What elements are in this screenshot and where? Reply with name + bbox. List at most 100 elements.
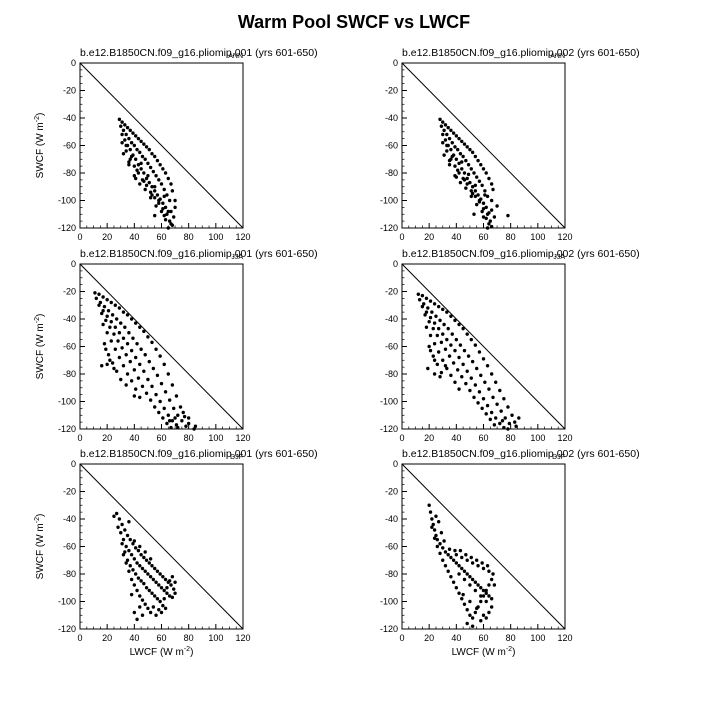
data-point <box>135 561 139 565</box>
x-tick-label: 100 <box>208 633 223 643</box>
data-point <box>147 359 151 364</box>
data-point <box>443 138 448 142</box>
y-tick-label: -100 <box>58 397 76 407</box>
data-point <box>146 174 150 178</box>
data-point <box>457 355 461 360</box>
x-axis-label: LWCF (W m-2) <box>130 646 194 658</box>
data-point <box>428 299 433 303</box>
data-point <box>434 533 438 538</box>
data-point <box>136 163 141 167</box>
data-point <box>431 354 435 358</box>
data-point <box>430 517 434 521</box>
data-point <box>166 209 170 214</box>
data-point <box>428 348 433 353</box>
x-tick-label: 60 <box>156 232 166 242</box>
data-point <box>428 315 433 320</box>
data-point <box>128 128 132 133</box>
data-point <box>472 171 476 175</box>
data-point <box>167 198 172 203</box>
data-point <box>148 165 153 170</box>
data-point <box>454 175 459 179</box>
data-point <box>119 124 123 128</box>
data-point <box>446 553 450 557</box>
data-point <box>135 617 139 622</box>
data-point <box>162 597 166 601</box>
data-point <box>469 376 473 380</box>
data-point <box>483 189 487 193</box>
data-point <box>163 577 168 582</box>
data-point <box>480 209 484 214</box>
data-point <box>480 406 484 411</box>
y-tick-label: -40 <box>385 514 398 524</box>
data-point <box>127 136 131 141</box>
data-point <box>420 293 425 298</box>
y-tick-label: -80 <box>385 168 398 178</box>
data-point <box>106 353 111 357</box>
data-point <box>112 514 116 518</box>
data-point <box>488 219 492 223</box>
data-point <box>170 595 175 600</box>
data-point <box>487 569 491 573</box>
panel-subtitle: b.e12.B1850CN.f09_g16.pliomip.001 (yrs 6… <box>80 47 318 59</box>
data-point <box>465 145 469 149</box>
data-point <box>173 205 177 210</box>
data-point <box>124 132 128 137</box>
data-point <box>441 307 445 312</box>
data-point <box>491 187 495 192</box>
data-point <box>492 215 497 219</box>
data-point <box>148 196 153 200</box>
data-point <box>432 358 437 362</box>
data-point <box>443 123 448 127</box>
data-point <box>178 405 183 409</box>
data-point <box>148 610 153 615</box>
data-point <box>105 314 109 318</box>
x-tick-label: 80 <box>506 433 516 443</box>
data-point <box>473 189 478 193</box>
y-tick-label: -120 <box>380 223 398 233</box>
data-point <box>506 427 510 431</box>
data-point <box>174 423 179 427</box>
data-point <box>423 313 427 317</box>
data-point <box>143 550 147 554</box>
data-point <box>150 340 154 345</box>
data-point <box>108 358 112 362</box>
data-point <box>120 346 124 350</box>
data-point <box>161 575 165 579</box>
data-point <box>428 510 433 514</box>
data-point <box>430 525 434 529</box>
y-tick-label: 0 <box>71 459 76 469</box>
data-point <box>124 561 128 565</box>
data-point <box>162 362 166 367</box>
data-point <box>481 215 486 219</box>
data-point <box>172 215 176 219</box>
x-tick-label: 60 <box>478 633 488 643</box>
data-point <box>148 557 153 561</box>
data-point <box>169 425 173 430</box>
data-point <box>166 176 170 181</box>
y-tick-label: -60 <box>63 342 76 352</box>
data-point <box>151 169 156 174</box>
data-point <box>124 383 128 387</box>
data-point <box>438 375 442 379</box>
data-point <box>110 361 115 365</box>
data-point <box>181 410 185 415</box>
data-point <box>158 354 162 358</box>
data-point <box>462 602 467 606</box>
data-point <box>465 608 469 612</box>
data-point <box>172 406 176 411</box>
data-point <box>491 395 495 400</box>
data-point <box>453 548 457 553</box>
data-point <box>155 193 160 197</box>
data-point <box>136 171 141 175</box>
data-point <box>163 171 168 175</box>
data-point <box>93 291 97 295</box>
data-point <box>157 198 161 203</box>
data-point <box>460 139 464 144</box>
data-point <box>454 157 459 161</box>
y-tick-label: 0 <box>71 58 76 68</box>
data-point <box>487 176 491 181</box>
data-point <box>432 342 437 346</box>
x-tick-label: 120 <box>235 633 250 643</box>
data-point <box>453 380 457 384</box>
